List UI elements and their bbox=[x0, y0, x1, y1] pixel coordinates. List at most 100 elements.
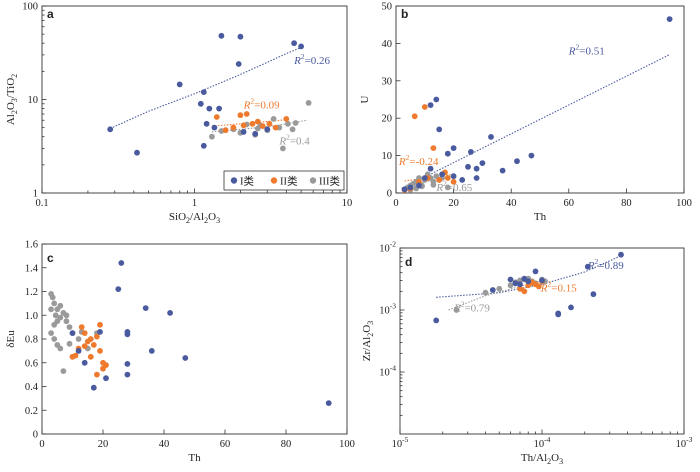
x-tick-label: 40 bbox=[159, 439, 170, 450]
point-ii bbox=[81, 330, 88, 336]
point-i bbox=[182, 355, 189, 361]
point-ii bbox=[411, 113, 418, 120]
point-ii bbox=[81, 343, 88, 349]
point-i bbox=[197, 100, 204, 107]
r2-annotation-iii: R2=0.65 bbox=[435, 179, 472, 194]
point-ii bbox=[84, 338, 91, 345]
x-tick-label: 80 bbox=[621, 198, 632, 209]
point-i bbox=[488, 134, 494, 140]
x-tick-label: 10-3 bbox=[676, 435, 693, 450]
point-i bbox=[148, 348, 155, 354]
x-axis-label: Th bbox=[534, 211, 547, 223]
panel-letter: a bbox=[47, 7, 54, 21]
legend-marker-i bbox=[230, 177, 238, 184]
point-i bbox=[176, 81, 183, 88]
x-tick-label: 10 bbox=[342, 198, 353, 209]
point-i bbox=[555, 311, 562, 318]
point-ii bbox=[249, 120, 256, 127]
panel-letter: c bbox=[47, 251, 54, 265]
panel-letter: b bbox=[401, 7, 408, 21]
point-i bbox=[512, 280, 519, 287]
point-i bbox=[124, 371, 131, 378]
y-tick-label: 10 bbox=[28, 95, 39, 106]
x-axis-label: Th/Al2O3 bbox=[521, 452, 563, 466]
x-tick-label: 0 bbox=[39, 439, 44, 450]
point-iii bbox=[285, 120, 291, 127]
y-tick-label: 20 bbox=[382, 114, 393, 125]
point-ii bbox=[521, 288, 528, 295]
point-i bbox=[473, 165, 480, 172]
point-i bbox=[465, 163, 471, 170]
y-tick-label: 1.4 bbox=[25, 263, 39, 274]
panel-letter: d bbox=[405, 255, 412, 269]
r2-annotation-ii: R2=0.09 bbox=[243, 97, 280, 112]
r2-annotation-i: R2=0.89 bbox=[587, 257, 624, 272]
y-tick-label: 0.8 bbox=[25, 335, 38, 346]
point-ii bbox=[421, 104, 428, 110]
point-ii bbox=[450, 178, 457, 185]
point-i bbox=[203, 120, 210, 127]
y-tick-label: 10-4 bbox=[379, 364, 396, 379]
point-i bbox=[291, 40, 297, 47]
x-tick-label: 60 bbox=[564, 198, 575, 209]
x-tick-label: 20 bbox=[448, 198, 459, 209]
y-tick-label: 0.4 bbox=[25, 382, 39, 393]
point-ii bbox=[90, 342, 97, 348]
y-tick-label: 0.2 bbox=[25, 406, 38, 417]
point-i bbox=[69, 330, 76, 336]
y-axis-label: U bbox=[359, 95, 371, 103]
point-ii bbox=[272, 124, 279, 131]
point-ii bbox=[283, 116, 290, 122]
point-iii bbox=[280, 145, 286, 152]
point-iii bbox=[51, 321, 58, 328]
point-i bbox=[450, 173, 457, 180]
point-ii bbox=[78, 324, 85, 330]
trend-line-i bbox=[401, 54, 670, 189]
point-iii bbox=[51, 300, 58, 307]
point-i bbox=[90, 384, 97, 391]
r2-annotation-iii: R2=0.79 bbox=[453, 299, 490, 314]
point-i bbox=[421, 175, 428, 181]
y-tick-label: 10-3 bbox=[379, 302, 396, 317]
point-iii bbox=[496, 285, 503, 292]
legend-box bbox=[223, 170, 345, 191]
point-i bbox=[427, 102, 434, 108]
y-tick-label: 1 bbox=[33, 189, 38, 200]
point-i bbox=[216, 105, 223, 112]
point-i bbox=[237, 33, 244, 40]
point-i bbox=[200, 89, 207, 95]
point-ii bbox=[87, 353, 94, 360]
point-i bbox=[200, 142, 207, 149]
legend-marker-iii bbox=[309, 177, 317, 184]
point-iii bbox=[63, 312, 70, 319]
r2-annotation-i: R2=0.26 bbox=[293, 52, 330, 67]
y-tick-label: 40 bbox=[382, 39, 393, 50]
point-iii bbox=[75, 336, 82, 342]
point-i bbox=[115, 286, 122, 292]
point-i bbox=[427, 165, 434, 172]
y-tick-label: 30 bbox=[382, 76, 393, 87]
point-iii bbox=[57, 345, 64, 352]
point-iii bbox=[444, 184, 451, 191]
point-i bbox=[468, 149, 474, 155]
point-iii bbox=[507, 282, 514, 289]
point-i bbox=[444, 150, 451, 157]
point-i bbox=[211, 124, 218, 131]
y-tick-label: 50 bbox=[382, 2, 393, 13]
x-tick-label: 20 bbox=[98, 439, 109, 450]
point-i bbox=[206, 105, 213, 112]
point-i bbox=[489, 287, 496, 293]
point-ii bbox=[97, 321, 103, 328]
point-ii bbox=[436, 177, 443, 183]
point-i bbox=[218, 32, 225, 39]
legend-label-iii: III类 bbox=[319, 175, 340, 188]
y-axis-label: Al2O3/TiO2 bbox=[5, 74, 19, 125]
point-ii bbox=[230, 124, 237, 131]
point-iii bbox=[57, 302, 64, 309]
point-iii bbox=[430, 181, 437, 188]
point-i bbox=[517, 281, 523, 288]
chart-panel-b: b 0 20 40 60 80 100 0 10 20 30 40 50 Th U R2=0.51 R2=-0.… bbox=[359, 2, 692, 224]
point-iii bbox=[66, 324, 73, 330]
point-ii bbox=[222, 127, 229, 134]
